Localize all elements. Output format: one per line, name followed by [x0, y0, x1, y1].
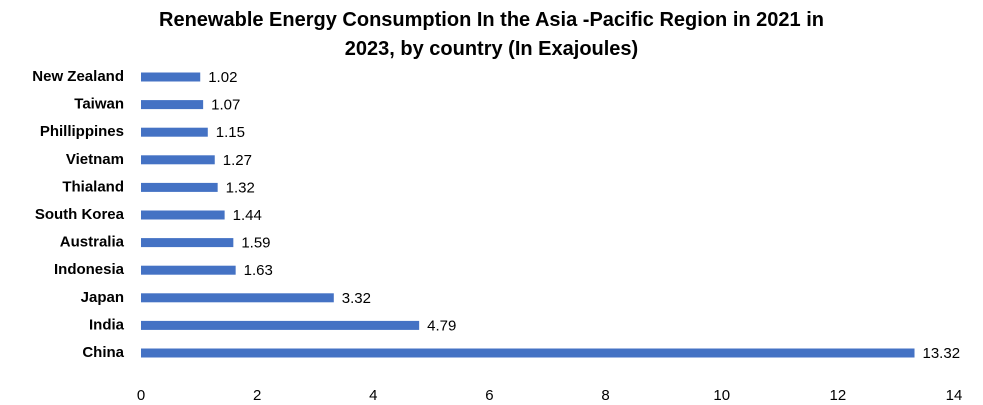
category-label: South Korea [35, 206, 125, 223]
chart-title-line-2: 2023, by country (In Exajoules) [344, 38, 639, 60]
value-label: 1.15 [216, 124, 245, 141]
chart-title: Renewable Energy Consumption In the Asia… [0, 6, 983, 64]
value-label: 1.44 [233, 207, 262, 224]
category-label: Vietnam [66, 151, 124, 168]
bar [141, 265, 236, 275]
bar [141, 238, 234, 248]
value-labels-group: 1.02 1.07 1.15 1.27 1.32 1.44 1.59 1.63 3.32 4.79… [208, 69, 960, 362]
x-tick-label: 8 [601, 387, 609, 404]
bar [141, 320, 420, 330]
bar [141, 210, 225, 220]
x-tick-label: 14 [946, 387, 963, 404]
value-label: 13.32 [923, 345, 961, 362]
category-label: China [82, 344, 124, 361]
x-tick-label: 10 [713, 387, 730, 404]
category-labels-group: New Zealand Taiwan Phillippines Vietnam Thia… [32, 68, 124, 361]
category-label: Indonesia [54, 261, 125, 278]
category-label: Phillippines [40, 123, 124, 140]
value-label: 1.27 [223, 152, 252, 169]
value-label: 1.02 [208, 69, 237, 86]
bar [141, 72, 201, 82]
x-tick-label: 2 [253, 387, 261, 404]
bar [141, 100, 204, 110]
value-label: 1.32 [226, 179, 255, 196]
value-label: 1.07 [211, 97, 240, 114]
category-label: Taiwan [74, 96, 124, 113]
category-label: India [89, 316, 125, 333]
bar [141, 182, 218, 192]
category-label: Japan [81, 289, 124, 306]
value-label: 1.59 [241, 235, 270, 252]
value-label: 4.79 [427, 317, 456, 334]
category-label: New Zealand [32, 68, 124, 85]
x-axis-ticks-group: 0 2 4 6 8 10 12 14 [137, 387, 963, 404]
x-tick-label: 6 [485, 387, 493, 404]
category-label: Thialand [62, 178, 124, 195]
value-label: 1.63 [244, 262, 273, 279]
x-tick-label: 4 [369, 387, 377, 404]
bars-group [141, 72, 915, 358]
bar [141, 155, 215, 165]
bar [141, 348, 915, 358]
bar [141, 293, 334, 303]
value-label: 3.32 [342, 290, 371, 307]
chart-title-line-1: Renewable Energy Consumption In the Asia… [159, 9, 824, 31]
bar [141, 127, 208, 137]
category-label: Australia [60, 234, 125, 251]
x-tick-label: 12 [830, 387, 847, 404]
x-tick-label: 0 [137, 387, 145, 404]
